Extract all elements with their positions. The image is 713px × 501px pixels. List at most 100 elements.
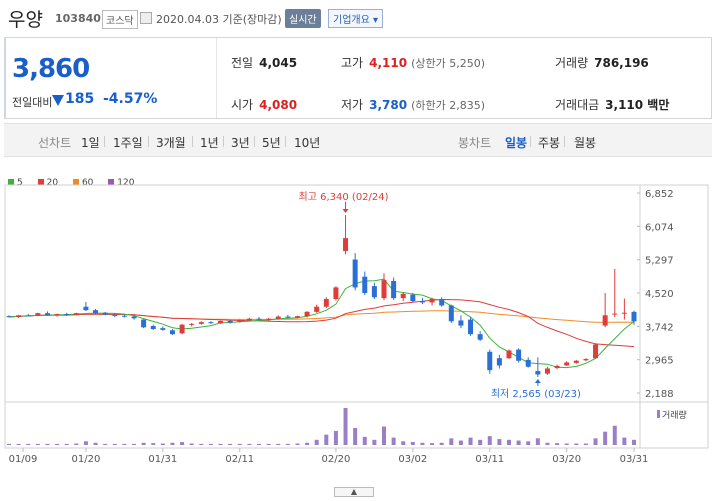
volume-bar xyxy=(35,443,40,445)
volume-bar xyxy=(26,443,31,445)
divider xyxy=(216,38,217,118)
low-price: 저가 3,780 (하한가 2,835) xyxy=(341,98,485,112)
candle-body xyxy=(419,301,425,303)
volume-bar xyxy=(343,408,348,445)
candle-body xyxy=(35,313,41,316)
candle-body xyxy=(573,360,579,363)
price-plot-frame xyxy=(4,184,709,403)
volume-bar xyxy=(535,438,540,445)
y-tick-label: 5,297 xyxy=(645,256,674,267)
candle-body xyxy=(160,328,166,330)
candle-body xyxy=(218,320,224,324)
volume-bar xyxy=(478,439,483,445)
volume-bar xyxy=(218,443,223,445)
price-change-rate: -4.57% xyxy=(103,91,158,107)
legend-ma20: 20 xyxy=(37,178,58,188)
tab-line-chart[interactable]: 선차트 xyxy=(38,136,72,150)
volume-bar xyxy=(622,437,627,445)
volume-bar xyxy=(324,434,329,445)
tab-5y[interactable]: 5년 xyxy=(262,136,281,150)
candle-body xyxy=(294,316,300,318)
candle-body xyxy=(506,350,512,359)
down-arrow-icon xyxy=(52,95,64,106)
candle-body xyxy=(323,299,329,307)
candle-body xyxy=(429,299,435,303)
volume-bar xyxy=(574,443,579,445)
candle-body xyxy=(477,334,483,340)
volume-bar xyxy=(507,439,511,445)
candle-body xyxy=(256,318,262,320)
volume: 거래량 786,196 xyxy=(555,56,649,70)
high-price: 고가 4,110 (상한가 5,250) xyxy=(341,56,485,70)
volume-bar xyxy=(305,442,310,445)
volume-bar xyxy=(208,443,213,445)
legend-ma60: 60 xyxy=(72,178,93,188)
tab-weekly[interactable]: 주봉 xyxy=(538,136,561,150)
volume-bar xyxy=(468,437,473,445)
candle-body xyxy=(381,280,387,299)
x-tick-label: 01/20 xyxy=(72,454,101,465)
volume-bar xyxy=(112,443,117,445)
y-tick-label: 4,520 xyxy=(645,289,674,300)
ma20-line xyxy=(8,298,635,348)
scroll-button[interactable]: ▲ xyxy=(334,487,374,497)
candle-body xyxy=(141,319,147,328)
legend-ma120: 120 xyxy=(108,178,134,188)
candle-body xyxy=(150,326,156,330)
tab-daily[interactable]: 일봉 xyxy=(505,136,528,150)
tab-3m[interactable]: 3개월 xyxy=(156,136,186,150)
tab-candle-chart[interactable]: 봉차트 xyxy=(458,136,492,150)
prev-close: 전일 4,045 xyxy=(231,56,298,70)
candle-body xyxy=(400,293,406,299)
company-overview-button[interactable]: 기업개요 ▾ xyxy=(328,9,383,28)
candle-body xyxy=(544,368,550,374)
candle-body xyxy=(16,315,22,318)
volume-bar xyxy=(583,443,588,445)
volume-bar xyxy=(266,443,271,445)
candle-body xyxy=(73,313,79,315)
volume-bar xyxy=(189,443,194,445)
candle-body xyxy=(612,313,618,315)
volume-bar xyxy=(16,443,21,445)
high-arrow-icon xyxy=(342,208,349,213)
tab-1w[interactable]: 1주일 xyxy=(113,136,143,150)
y-tick-label: 2,965 xyxy=(645,356,674,367)
volume-bar xyxy=(420,442,425,445)
tab-1d[interactable]: 1일 xyxy=(81,136,100,150)
volume-bar xyxy=(372,439,377,445)
chart-tabs: 선차트 1일 1주일 3개월 1년 3년 5년 10년 봉차트 일봉 주봉 월봉 xyxy=(4,123,712,157)
candle-body xyxy=(564,362,570,366)
tab-1y[interactable]: 1년 xyxy=(200,136,219,150)
volume-bar xyxy=(103,443,108,445)
tab-10y[interactable]: 10년 xyxy=(294,136,321,150)
volume-bar xyxy=(545,442,550,445)
y-tick-label: 2,188 xyxy=(645,389,674,400)
tab-3y[interactable]: 3년 xyxy=(231,136,250,150)
candle-body xyxy=(93,310,99,314)
candle-body xyxy=(468,319,474,335)
volume-bar xyxy=(410,442,415,445)
x-tick-label: 01/09 xyxy=(9,454,38,465)
candle-body xyxy=(410,294,416,302)
candle-body xyxy=(246,318,252,321)
low-arrow-icon xyxy=(534,379,541,384)
candle-body xyxy=(227,320,233,323)
volume-bar xyxy=(93,442,98,445)
volume-bar xyxy=(7,443,11,445)
candle-body xyxy=(391,280,397,299)
y-tick-label: 6,074 xyxy=(645,222,674,233)
candle-body xyxy=(25,315,31,317)
tab-monthly[interactable]: 월봉 xyxy=(574,136,597,150)
candle-body xyxy=(583,359,589,361)
candle-body xyxy=(362,276,368,293)
realtime-button[interactable]: 실시간 xyxy=(285,9,321,28)
volume-bar xyxy=(295,443,300,445)
volume-bar xyxy=(55,443,60,445)
candle-body xyxy=(112,314,118,316)
volume-bar xyxy=(314,439,319,445)
candle-body xyxy=(189,323,195,325)
candle-body xyxy=(314,306,320,312)
x-tick-label: 03/11 xyxy=(475,454,504,465)
candle-body xyxy=(593,344,599,359)
